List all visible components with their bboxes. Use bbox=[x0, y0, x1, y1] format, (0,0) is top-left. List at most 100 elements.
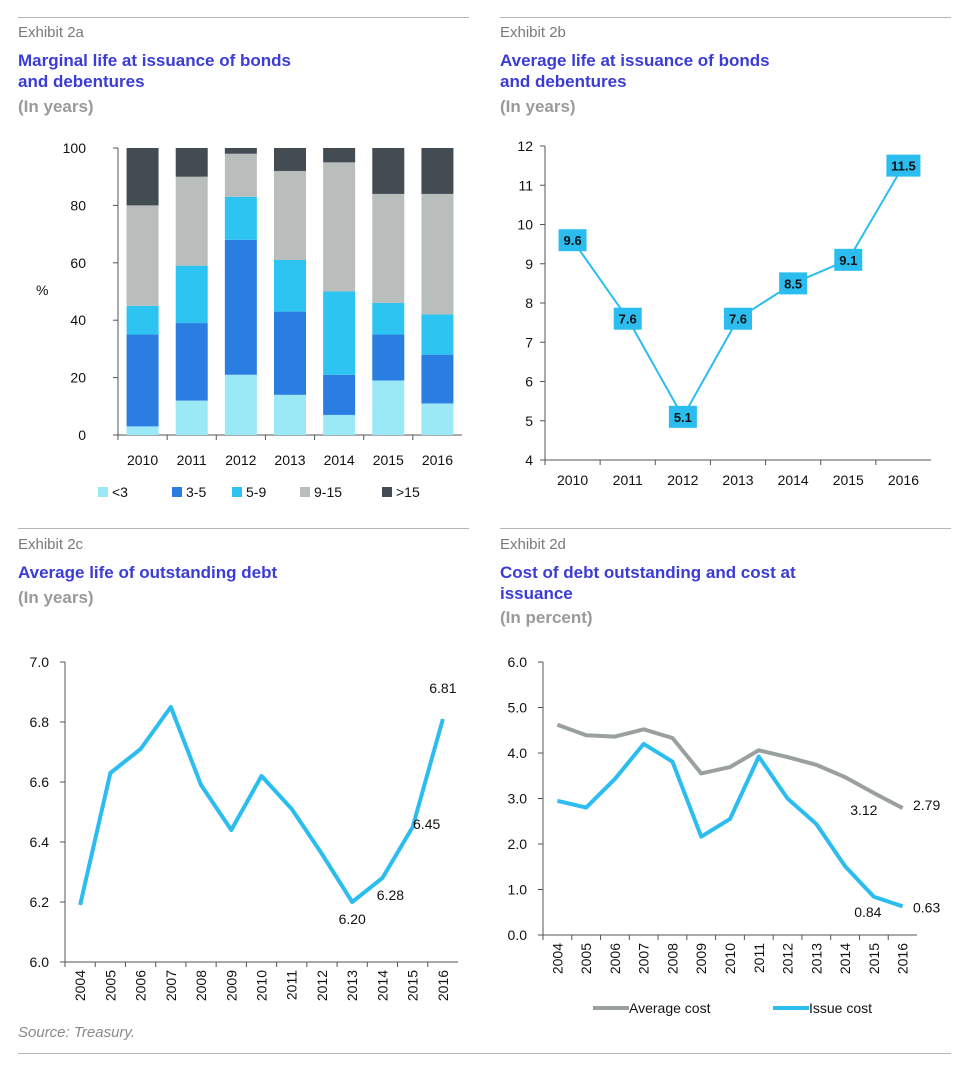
x-tick-label: 2016 bbox=[895, 943, 911, 974]
x-tick-label: 2012 bbox=[314, 970, 330, 1001]
y-tick-label: 0.0 bbox=[508, 927, 528, 943]
y-tick-label: 40 bbox=[70, 312, 86, 328]
data-label: 6.20 bbox=[339, 911, 366, 927]
data-label: 6.45 bbox=[413, 816, 440, 832]
x-tick-label: 2015 bbox=[405, 970, 421, 1001]
series-line bbox=[556, 741, 904, 909]
x-tick-label: 2009 bbox=[223, 970, 239, 1001]
chart-subtitle-a: (In years) bbox=[18, 97, 94, 116]
chart-subtitle-c: (In years) bbox=[18, 588, 94, 607]
y-tick-label: 11 bbox=[518, 177, 533, 193]
x-tick-label: 2013 bbox=[274, 452, 305, 468]
x-tick-label: 2010 bbox=[722, 943, 738, 974]
bar-segment bbox=[323, 148, 356, 163]
bar-segment bbox=[274, 311, 306, 395]
line-chart-cost-of-debt: 0.0 1.0 2.0 3.0 4.0 5.0 6.0 2004 2005 2006 2007 200… bbox=[508, 654, 941, 1016]
x-tick-label: 2013 bbox=[344, 970, 360, 1001]
x-tick-label: 2014 bbox=[374, 970, 390, 1001]
bar-segment bbox=[126, 148, 159, 206]
y-tick-label: 6.0 bbox=[508, 654, 528, 670]
y-tick-label: 0 bbox=[78, 427, 86, 443]
bar-segment bbox=[372, 380, 405, 435]
divider-bottom bbox=[18, 1053, 951, 1054]
chart-title-d-line-2: issuance bbox=[500, 584, 573, 603]
bar-segment bbox=[224, 153, 257, 197]
bar-segment bbox=[323, 291, 356, 375]
x-tick-label: 2015 bbox=[866, 943, 882, 974]
bar-segment bbox=[175, 400, 208, 435]
chart-subtitle-d: (In percent) bbox=[500, 608, 593, 627]
data-label: 5.1 bbox=[674, 410, 692, 425]
data-label: 7.6 bbox=[619, 312, 637, 327]
y-tick-label: 6.4 bbox=[30, 834, 50, 850]
chart-title-b: Average life at issuance of bonds and de… bbox=[500, 50, 770, 92]
bar-segment bbox=[372, 334, 405, 381]
bar-segment bbox=[126, 426, 159, 435]
y-tick-label: 6.8 bbox=[30, 714, 50, 730]
x-tick-label: 2004 bbox=[549, 943, 565, 974]
y-tick-label: 1.0 bbox=[508, 882, 528, 898]
y-tick-label: 9 bbox=[525, 256, 533, 272]
legend-entry: 9-15 bbox=[314, 484, 342, 500]
x-tick-label: 2011 bbox=[177, 452, 207, 468]
chart-subtitle-b: (In years) bbox=[500, 97, 576, 116]
x-tick-label: 2013 bbox=[722, 472, 753, 488]
x-tick-label: 2010 bbox=[127, 452, 158, 468]
chart-title-c: Average life of outstanding debt bbox=[18, 562, 277, 583]
series-line bbox=[78, 705, 445, 906]
x-tick-label: 2009 bbox=[693, 943, 709, 974]
bar-segment bbox=[224, 374, 257, 435]
y-axis-label: % bbox=[36, 282, 48, 298]
bar-segment bbox=[421, 354, 454, 404]
divider-mid-left bbox=[18, 528, 469, 529]
chart-title-d-line-1: Cost of debt outstanding and cost at bbox=[500, 563, 796, 582]
bar-segment bbox=[175, 148, 208, 177]
legend-entry: Issue cost bbox=[809, 1000, 872, 1016]
data-label: 8.5 bbox=[784, 276, 802, 291]
bar-segment bbox=[372, 193, 405, 303]
legend-swatch bbox=[98, 487, 108, 497]
exhibit-label-b: Exhibit 2b bbox=[500, 24, 566, 41]
exhibit-label-a: Exhibit 2a bbox=[18, 24, 84, 41]
data-label: 6.81 bbox=[429, 680, 456, 696]
legend-swatch bbox=[300, 487, 310, 497]
divider-top-left bbox=[18, 17, 469, 18]
chart-title-a-line-2: and debentures bbox=[18, 72, 145, 91]
bar-segment bbox=[126, 305, 159, 335]
source-note: Source: Treasury. bbox=[18, 1024, 135, 1041]
chart-title-d: Cost of debt outstanding and cost at iss… bbox=[500, 562, 796, 604]
bar-segment bbox=[175, 176, 208, 266]
x-tick-label: 2012 bbox=[780, 943, 796, 974]
x-tick-label: 2011 bbox=[613, 472, 643, 488]
y-tick-label: 100 bbox=[63, 140, 87, 156]
x-tick-label: 2006 bbox=[133, 970, 149, 1001]
x-tick-label: 2011 bbox=[284, 970, 300, 1000]
x-tick-label: 2016 bbox=[888, 472, 919, 488]
data-point-box bbox=[886, 154, 921, 177]
bar-segment bbox=[175, 323, 208, 401]
stacked-bar-chart-marginal-life: 0 20 40 60 80 100% 2010 2011 2012 2013 2014 2015 201… bbox=[36, 140, 462, 500]
x-tick-label: 2012 bbox=[667, 472, 698, 488]
y-tick-label: 4 bbox=[525, 452, 533, 468]
y-tick-label: 6.6 bbox=[30, 774, 50, 790]
y-tick-label: 2.0 bbox=[508, 836, 528, 852]
bar-segment bbox=[421, 403, 454, 435]
bar-segment bbox=[274, 148, 306, 171]
bar-segment bbox=[323, 162, 356, 292]
x-tick-label: 2007 bbox=[636, 943, 652, 974]
data-point-box bbox=[613, 307, 642, 330]
bar-segment bbox=[323, 414, 356, 435]
y-tick-label: 6.0 bbox=[30, 954, 50, 970]
data-label: 3.12 bbox=[850, 802, 877, 818]
bar-segment bbox=[126, 334, 159, 427]
y-tick-label: 80 bbox=[70, 197, 86, 213]
y-tick-label: 6 bbox=[525, 374, 533, 390]
x-tick-label: 2014 bbox=[324, 452, 355, 468]
x-tick-label: 2016 bbox=[435, 970, 451, 1001]
y-tick-label: 10 bbox=[517, 217, 533, 233]
bar-segment bbox=[274, 259, 306, 312]
data-label: 9.1 bbox=[839, 253, 857, 268]
y-tick-label: 5.0 bbox=[508, 700, 528, 716]
legend-entry: >15 bbox=[396, 484, 420, 500]
x-tick-label: 2005 bbox=[578, 943, 594, 974]
